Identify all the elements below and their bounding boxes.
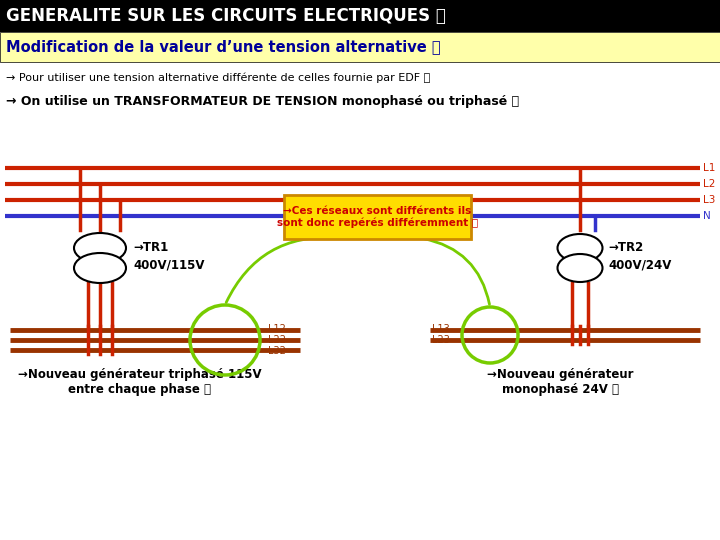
Text: L23: L23 — [432, 335, 450, 345]
Text: L22: L22 — [268, 335, 286, 345]
FancyBboxPatch shape — [284, 195, 471, 239]
Text: →Ces réseaux sont différents ils
sont donc repérés différemment ⓘ: →Ces réseaux sont différents ils sont do… — [277, 206, 478, 228]
Text: L2: L2 — [703, 179, 716, 189]
Text: L1: L1 — [703, 163, 716, 173]
Text: → On utilise un TRANSFORMATEUR DE TENSION monophasé ou triphasé ⓘ: → On utilise un TRANSFORMATEUR DE TENSIO… — [6, 96, 519, 109]
Ellipse shape — [74, 253, 126, 283]
Text: GENERALITE SUR LES CIRCUITS ELECTRIQUES ⓘ: GENERALITE SUR LES CIRCUITS ELECTRIQUES … — [6, 7, 446, 25]
Ellipse shape — [74, 233, 126, 263]
Bar — [0, 32, 720, 62]
Text: →Nouveau générateur triphasé 115V
entre chaque phase ⓘ: →Nouveau générateur triphasé 115V entre … — [18, 368, 262, 396]
Text: →TR2
400V/24V: →TR2 400V/24V — [608, 241, 671, 271]
Text: L32: L32 — [268, 346, 286, 356]
Ellipse shape — [557, 254, 603, 282]
Text: L3: L3 — [703, 195, 716, 205]
Text: L13: L13 — [432, 324, 450, 334]
Bar — [0, 0, 720, 32]
Text: →TR1
400V/115V: →TR1 400V/115V — [133, 241, 204, 271]
Ellipse shape — [557, 234, 603, 262]
Text: N: N — [703, 211, 711, 221]
Text: →Nouveau générateur
monophasé 24V ⓘ: →Nouveau générateur monophasé 24V ⓘ — [487, 368, 634, 396]
Text: L12: L12 — [268, 324, 286, 334]
Text: Modification de la valeur d’une tension alternative ⓘ: Modification de la valeur d’une tension … — [6, 39, 441, 55]
Text: → Pour utiliser une tension alternative différente de celles fournie par EDF ⓘ: → Pour utiliser une tension alternative … — [6, 73, 431, 83]
